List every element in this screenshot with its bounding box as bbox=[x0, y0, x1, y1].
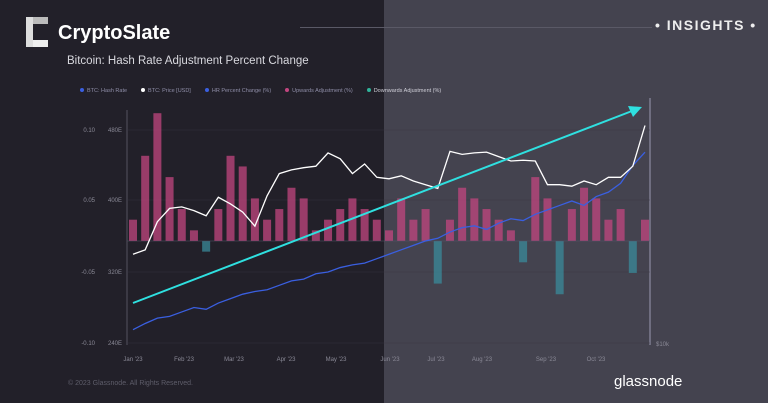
upwards-bar bbox=[275, 209, 284, 241]
header-divider bbox=[300, 27, 652, 28]
legend-item: BTC: Price [USD] bbox=[141, 88, 191, 94]
hash-tick-label: 480E bbox=[108, 128, 122, 134]
x-tick-label: May '23 bbox=[326, 357, 347, 363]
x-tick-label: Oct '23 bbox=[587, 357, 606, 363]
downwards-bar bbox=[519, 241, 528, 263]
x-tick-label: Apr '23 bbox=[277, 357, 296, 363]
legend-item: Upwards Adjustment (%) bbox=[285, 88, 353, 94]
upwards-bar bbox=[604, 219, 613, 241]
brand-name: CryptoSlate bbox=[58, 22, 171, 44]
legend-item: HR Percent Change (%) bbox=[204, 88, 271, 94]
trend-arrow-head-icon bbox=[628, 106, 642, 117]
copyright: © 2023 Glassnode. All Rights Reserved. bbox=[68, 380, 194, 387]
upwards-bar bbox=[641, 219, 649, 241]
glassnode-logo: glassnode bbox=[614, 373, 683, 390]
upwards-bar bbox=[445, 219, 454, 241]
x-tick-label: Feb '23 bbox=[174, 357, 194, 363]
hash-tick-label: 320E bbox=[108, 270, 122, 276]
x-tick-label: Jun '23 bbox=[380, 357, 400, 363]
upwards-bar bbox=[482, 209, 491, 241]
y-tick-label: -0.10 bbox=[81, 341, 95, 347]
upwards-bar bbox=[336, 209, 345, 241]
upwards-bar bbox=[458, 187, 467, 241]
legend-item: BTC: Hash Rate bbox=[80, 88, 127, 94]
upwards-bar bbox=[592, 198, 601, 241]
upwards-bar bbox=[348, 198, 357, 241]
upwards-bar bbox=[226, 155, 235, 241]
x-tick-label: Aug '23 bbox=[472, 357, 493, 363]
y-tick-label: 0.10 bbox=[83, 128, 95, 134]
upwards-bar bbox=[141, 155, 150, 241]
downwards-bar bbox=[628, 241, 637, 273]
x-tick-label: Jan '23 bbox=[123, 357, 143, 363]
upwards-bar bbox=[567, 209, 576, 241]
upwards-bar bbox=[287, 187, 296, 241]
insights-badge: • INSIGHTS • bbox=[655, 17, 757, 33]
hash-tick-label: 240E bbox=[108, 341, 122, 347]
x-tick-label: Jul '23 bbox=[427, 357, 445, 363]
upwards-bar bbox=[324, 219, 333, 241]
upwards-bar bbox=[397, 198, 406, 241]
downwards-bar bbox=[433, 241, 442, 284]
chart-title: Bitcoin: Hash Rate Adjustment Percent Ch… bbox=[67, 55, 309, 67]
legend-item: Downwards Adjustment (%) bbox=[366, 88, 441, 94]
upwards-bar bbox=[580, 187, 589, 241]
hash-tick-label: 400E bbox=[108, 198, 122, 204]
downwards-bar bbox=[202, 241, 211, 252]
hash-rate-line bbox=[132, 151, 646, 331]
trend-arrow-line bbox=[132, 110, 633, 304]
upwards-bar bbox=[360, 209, 369, 241]
upwards-bar bbox=[263, 219, 272, 241]
upwards-bar bbox=[543, 198, 552, 241]
y-tick-label: -0.05 bbox=[81, 270, 95, 276]
upwards-bar bbox=[409, 219, 418, 241]
upwards-bar bbox=[421, 209, 430, 241]
upwards-bar bbox=[189, 230, 198, 241]
upwards-bar bbox=[494, 219, 503, 241]
upwards-bar bbox=[506, 230, 515, 241]
right-tick-label: $10k bbox=[656, 342, 670, 348]
x-tick-label: Sep '23 bbox=[536, 357, 557, 363]
upwards-bar bbox=[372, 219, 381, 241]
background-right bbox=[384, 0, 768, 403]
upwards-bar bbox=[299, 198, 308, 241]
upwards-bar bbox=[238, 166, 247, 241]
upwards-bar bbox=[153, 113, 162, 241]
upwards-bar bbox=[470, 198, 479, 241]
upwards-bar bbox=[311, 230, 320, 241]
chart-legend: BTC: Hash Rate BTC: Price [USD] HR Perce… bbox=[80, 88, 441, 94]
upwards-bar bbox=[385, 230, 393, 241]
x-tick-label: Mar '23 bbox=[224, 357, 244, 363]
upwards-bar bbox=[177, 209, 186, 241]
cryptoslate-logo-icon bbox=[26, 17, 48, 47]
upwards-bar bbox=[616, 209, 625, 241]
downwards-bar bbox=[555, 241, 564, 295]
price-line bbox=[132, 125, 646, 255]
upwards-bar bbox=[250, 198, 259, 241]
upwards-bar bbox=[214, 209, 223, 241]
upwards-bar bbox=[531, 177, 540, 241]
y-tick-label: 0.05 bbox=[83, 198, 95, 204]
upwards-bar bbox=[129, 219, 137, 241]
